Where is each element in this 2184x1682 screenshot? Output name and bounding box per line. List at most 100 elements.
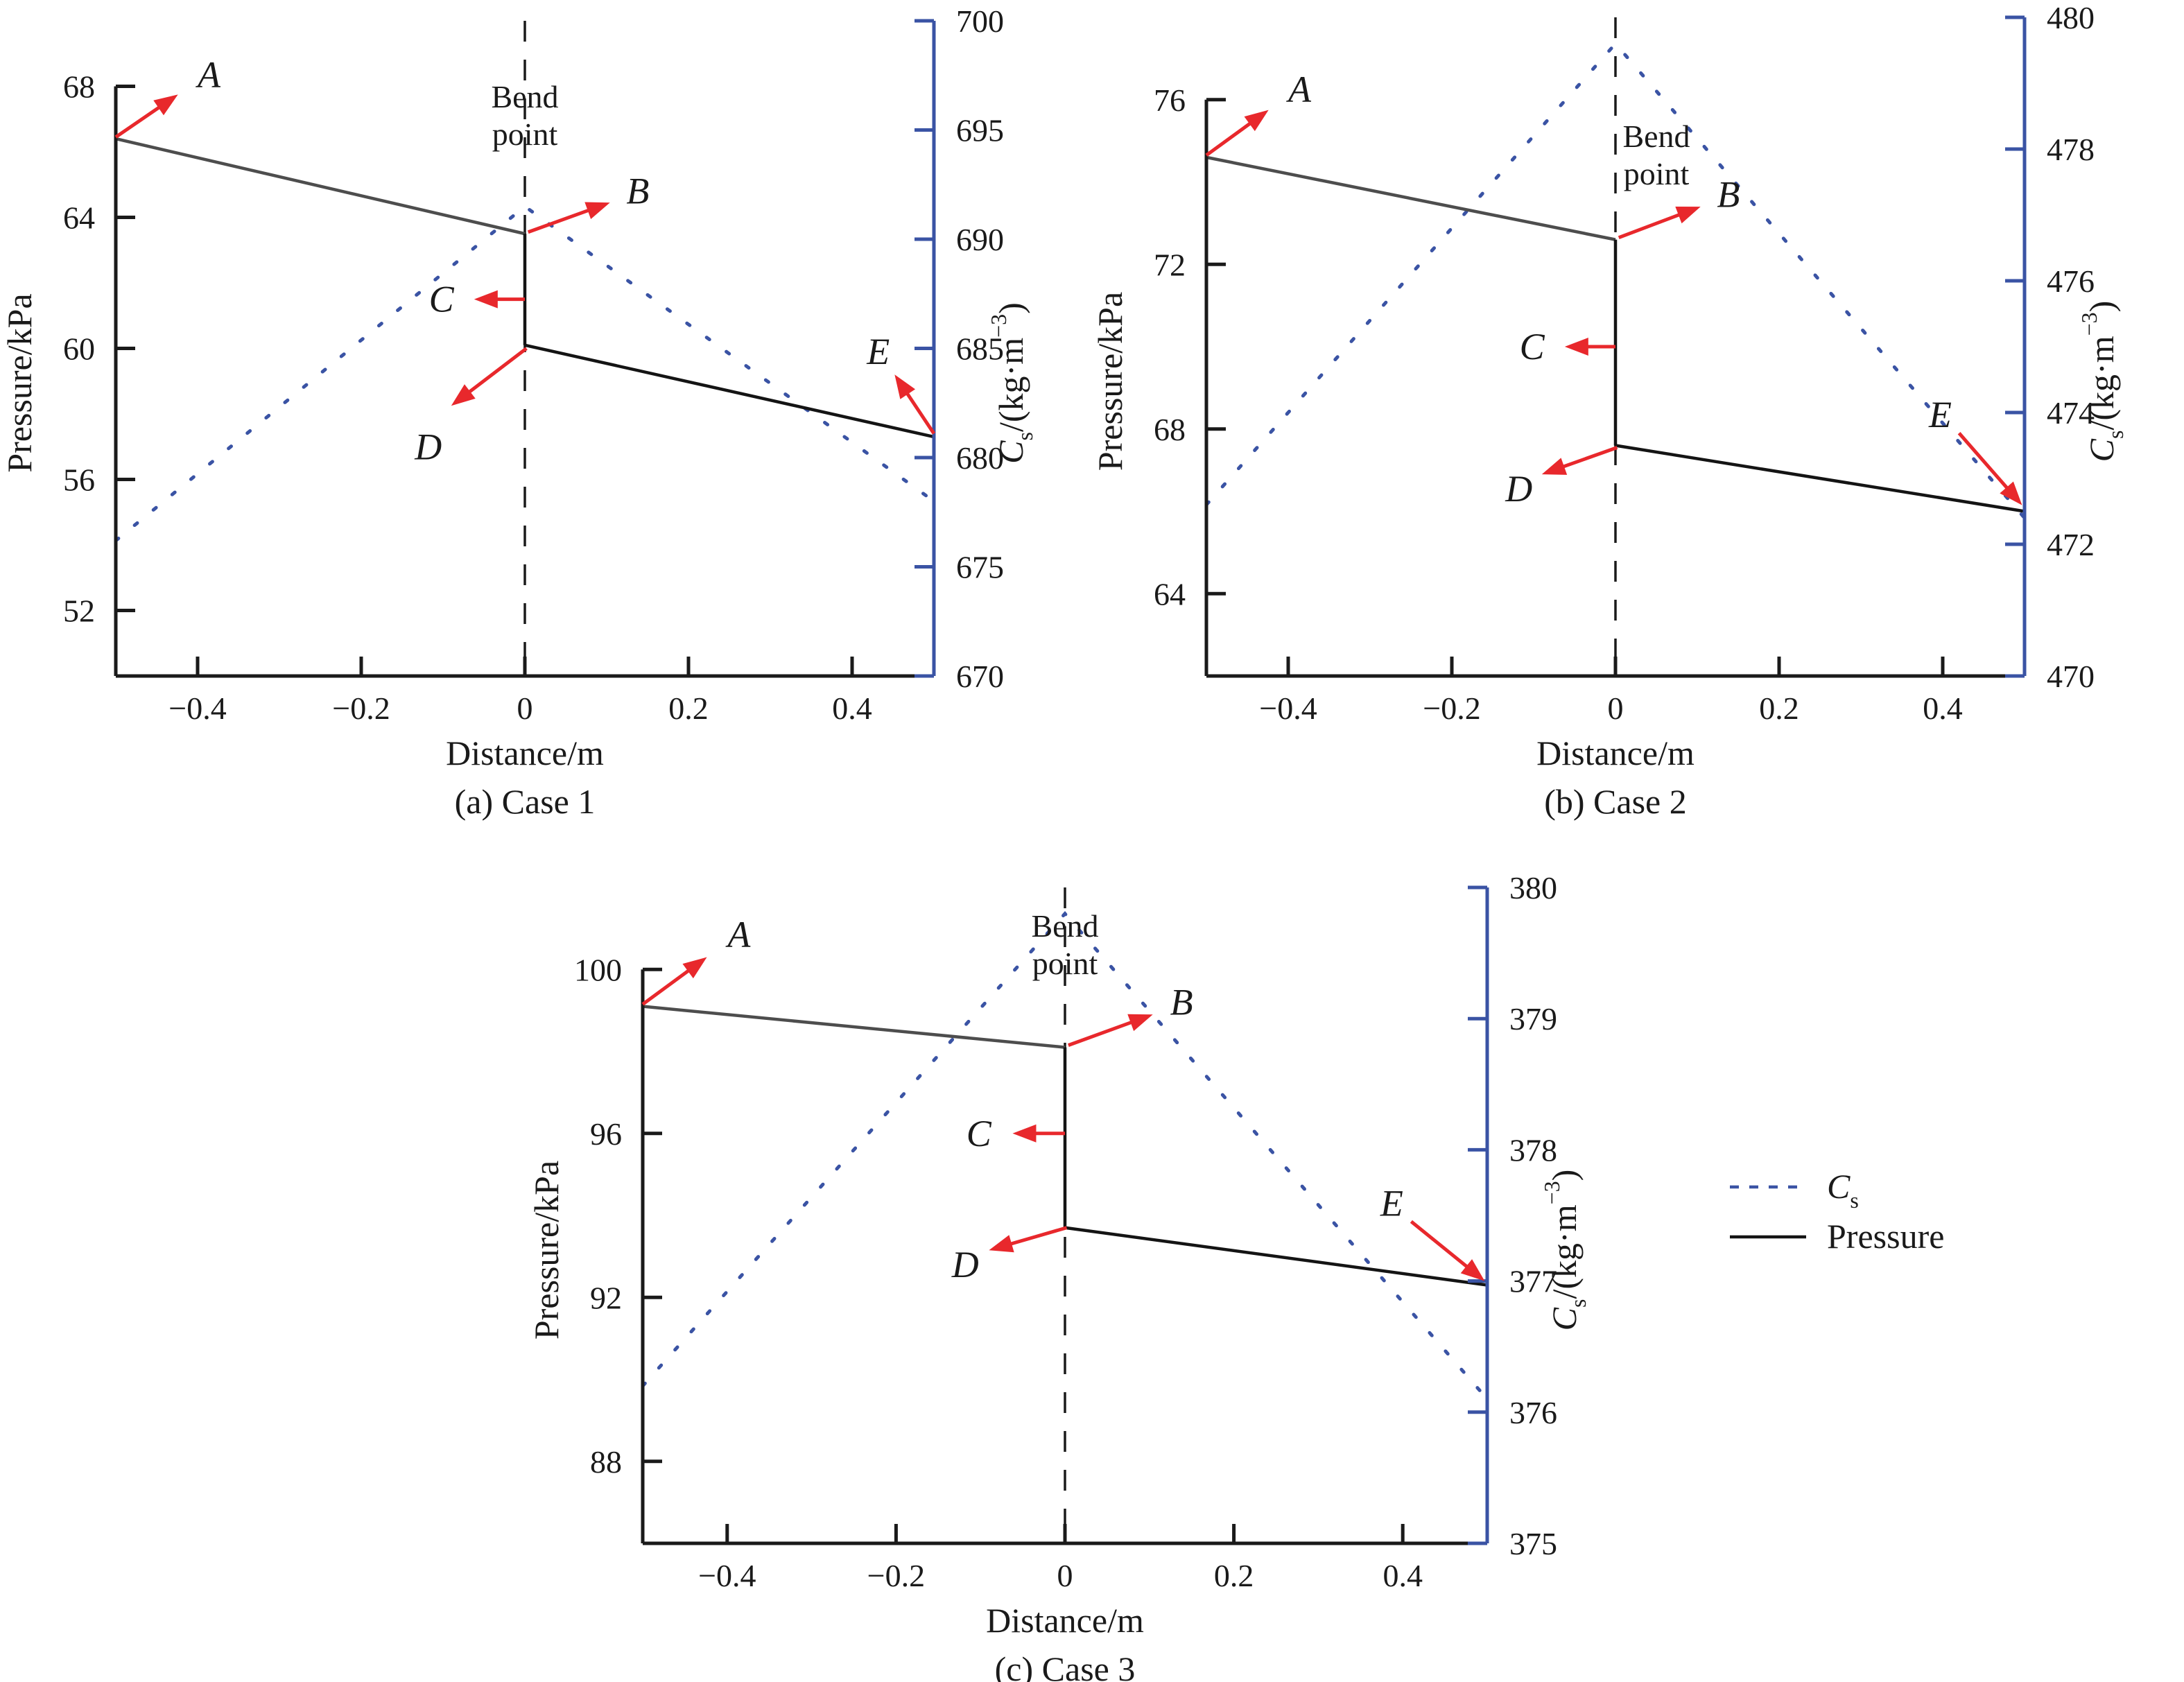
case-3-bend-point-label: point <box>1032 946 1098 981</box>
case-2-right-tick-label: 476 <box>2047 263 2095 299</box>
case-3-x-tick-label: −0.4 <box>698 1558 756 1593</box>
case-1-annot-A-arrowhead <box>153 94 178 116</box>
chart-case-3: 88 92 96 100 375 376 377 378 379 380 −0.4 −0.2 0 0.2 0… <box>527 870 1591 1682</box>
case-3-x-tick-label: 0.2 <box>1214 1558 1254 1593</box>
case-3-annot-E-arrowhead <box>1460 1259 1485 1281</box>
case-1-annot-E-arrow <box>901 386 936 435</box>
case-1-right-tick-label: 675 <box>956 550 1004 585</box>
case-1-left-tick-label: 52 <box>63 593 95 629</box>
case-3-left-tick-label: 92 <box>590 1280 622 1315</box>
case-2-annot-C-arrowhead <box>1564 338 1588 356</box>
case-1-annot-A-arrow <box>114 101 166 139</box>
chart-case-1: 52 56 60 64 68 670 675 680 685 690 695 700 −0.4 −0.2 0… <box>0 3 1037 821</box>
case-3-right-tick-label: 377 <box>1509 1264 1557 1299</box>
case-2-right-tick-label: 472 <box>2047 527 2095 562</box>
case-2-x-tick-label: 0 <box>1608 691 1624 726</box>
case-2-annot-E-arrow <box>1957 432 2013 495</box>
case-1-right-tick-label: 685 <box>956 331 1004 367</box>
case-3-annot-B-arrowhead <box>1127 1014 1153 1032</box>
case-3-right-axis-title: Cs/(kg·m−3) <box>1539 1170 1591 1331</box>
case-2-annot-D-label: D <box>1505 468 1532 510</box>
case-1-x-tick-label: 0.2 <box>668 691 709 726</box>
case-1-annot-D-arrow <box>462 347 528 398</box>
case-1-x-axis-title: Distance/m <box>446 734 604 772</box>
case-1-right-tick-label: 700 <box>956 3 1004 39</box>
case-2-bend-point-label: Bend <box>1622 119 1690 154</box>
case-2-annot-D-arrowhead <box>1541 458 1568 475</box>
case-1-x-tick-label: 0 <box>517 691 533 726</box>
chart-case-2: 64 68 72 76 470 472 474 476 478 480 −0.4 −0.2 0 0.2 0.… <box>1091 0 2128 821</box>
case-2-annot-A-label: A <box>1286 69 1312 110</box>
case-3-right-tick-label: 379 <box>1509 1001 1557 1037</box>
case-2-annot-E-label: E <box>1928 394 1952 435</box>
case-2-x-tick-label: −0.2 <box>1423 691 1480 726</box>
case-2-left-tick-label: 72 <box>1154 247 1186 282</box>
case-2-annot-D-arrow <box>1555 446 1618 471</box>
case-2-annot-A-arrowhead <box>1244 110 1269 132</box>
case-1-left-tick-label: 56 <box>63 462 95 498</box>
case-2-annot-C-label: C <box>1520 326 1545 367</box>
case-1-annot-E-arrowhead <box>894 374 916 399</box>
case-3-annot-E-label: E <box>1380 1182 1403 1224</box>
case-3-pressure-downstream-line <box>1064 1226 1488 1287</box>
case-2-right-tick-label: 474 <box>2047 395 2095 431</box>
case-3-x-tick-label: −0.2 <box>867 1558 925 1593</box>
case-2-x-tick-label: −0.4 <box>1259 691 1317 726</box>
case-3-pressure-upstream-line <box>642 1005 1066 1049</box>
case-1-x-tick-label: −0.2 <box>332 691 390 726</box>
case-1-x-tick-label: 0.4 <box>832 691 872 726</box>
case-2-annot-A-arrow <box>1205 117 1258 157</box>
case-2-x-tick-label: 0.4 <box>1923 691 1963 726</box>
case-3-annot-A-label: A <box>725 914 751 955</box>
case-1-pressure-upstream-line <box>115 137 526 236</box>
case-1-annot-B-arrow <box>527 206 596 234</box>
case-3-annot-A-arrow <box>641 964 696 1006</box>
case-1-right-tick-label: 670 <box>956 659 1004 694</box>
case-3-x-tick-label: 0 <box>1057 1558 1073 1593</box>
case-1-annot-B-arrowhead <box>584 202 610 219</box>
case-3-right-tick-label: 375 <box>1509 1526 1557 1561</box>
case-2-bend-point-label: point <box>1624 156 1690 191</box>
case-2-annot-B-label: B <box>1717 173 1740 215</box>
case-2-left-axis-title: Pressure/kPa <box>1091 292 1129 471</box>
case-1-right-tick-label: 680 <box>956 440 1004 476</box>
case-3-cs-line <box>641 911 1489 1401</box>
case-1-right-tick-label: 690 <box>956 222 1004 257</box>
case-1-left-tick-label: 60 <box>63 331 95 367</box>
case-3-annot-E-arrow <box>1410 1220 1474 1273</box>
case-2-left-tick-label: 64 <box>1154 576 1186 612</box>
case-1-bend-point-label: Bend <box>491 79 558 114</box>
case-1-left-axis-title: Pressure/kPa <box>0 293 39 472</box>
case-3-left-tick-label: 96 <box>590 1116 622 1152</box>
case-3-annot-C-arrowhead <box>1012 1124 1037 1143</box>
legend: Cs Pressure <box>1730 1167 1944 1256</box>
case-1-right-axis-title: Cs/(kg·m−3) <box>986 302 1037 464</box>
case-3-right-tick-label: 378 <box>1509 1132 1557 1168</box>
case-2-caption: (b) Case 2 <box>1544 782 1687 821</box>
case-3-annot-D-arrowhead <box>989 1235 1014 1253</box>
case-2-right-tick-label: 480 <box>2047 0 2095 35</box>
case-3-annot-D-label: D <box>951 1244 979 1285</box>
case-1-annot-E-label: E <box>866 331 890 372</box>
case-3-x-axis-title: Distance/m <box>986 1601 1144 1640</box>
case-3-x-tick-label: 0.4 <box>1383 1558 1423 1593</box>
case-2-left-tick-label: 76 <box>1154 83 1186 118</box>
case-3-annot-A-arrowhead <box>682 957 707 979</box>
case-3-left-tick-label: 88 <box>590 1444 622 1480</box>
case-3-right-tick-label: 376 <box>1509 1395 1557 1430</box>
case-3-annot-D-arrow <box>1003 1226 1068 1248</box>
case-1-bend-point-label: point <box>492 116 558 152</box>
case-2-pressure-upstream-line <box>1206 155 1616 241</box>
case-2-right-axis-title: Cs/(kg·m−3) <box>2077 301 2128 462</box>
case-1-x-tick-label: −0.4 <box>168 691 226 726</box>
case-2-pressure-downstream-line <box>1615 444 2025 513</box>
legend-pressure-label: Pressure <box>1827 1217 1944 1256</box>
legend-cs-label: Cs <box>1827 1167 1859 1213</box>
case-1-annot-A-label: A <box>196 54 221 96</box>
case-3-left-tick-label: 100 <box>574 952 622 987</box>
case-2-annot-B-arrow <box>1618 210 1688 239</box>
